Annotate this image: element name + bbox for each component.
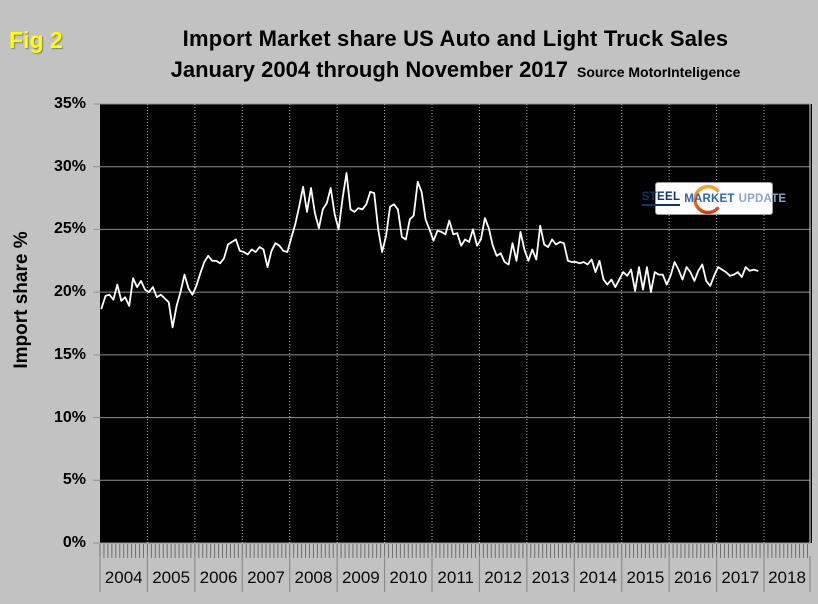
- figure-number-label: Fig 2: [9, 27, 63, 53]
- y-tick-label-30: 30%: [53, 157, 86, 175]
- x-year-label-2016: 2016: [673, 568, 712, 587]
- y-tick-label-20: 20%: [53, 283, 86, 301]
- y-tick-label-5: 5%: [62, 471, 86, 489]
- logo-crescent-icon: [693, 184, 723, 215]
- x-year-label-2013: 2013: [531, 568, 570, 587]
- steel-market-update-logo: STEEL MARKET UPDATE: [641, 182, 786, 215]
- logo-text: STEEL MARKET UPDATE: [641, 183, 786, 214]
- y-tick-label-25: 25%: [53, 220, 86, 238]
- data-line-import-share: [100, 172, 759, 329]
- y-tick-label-10: 10%: [53, 408, 86, 426]
- y-tick-label-0: 0%: [62, 534, 86, 551]
- x-year-label-2007: 2007: [247, 568, 285, 587]
- logo-word-update: UPDATE: [738, 192, 787, 205]
- logo-word-market: MARKET: [684, 192, 735, 205]
- logo-word-steel: STEEL: [641, 191, 681, 206]
- x-year-label-2009: 2009: [341, 568, 380, 587]
- x-year-label-2010: 2010: [389, 568, 428, 587]
- chart-title: Import Market share US Auto and Light Tr…: [182, 26, 729, 51]
- x-year-label-2012: 2012: [484, 568, 523, 587]
- x-year-label-2008: 2008: [294, 568, 333, 587]
- y-tick-label-35: 35%: [53, 95, 86, 112]
- y-tick-label-15: 15%: [53, 345, 86, 363]
- plot-background: [100, 104, 812, 543]
- x-year-label-2004: 2004: [104, 568, 143, 587]
- x-year-label-2018: 2018: [768, 568, 806, 587]
- x-year-label-2005: 2005: [152, 568, 191, 587]
- chart-subtitle-text: January 2004 through November 2017: [170, 57, 569, 82]
- x-year-label-2006: 2006: [199, 568, 238, 587]
- chart-source-label: Source MotorInteligence: [577, 64, 741, 80]
- x-year-label-2014: 2014: [579, 568, 617, 587]
- x-year-label-2015: 2015: [626, 568, 665, 587]
- x-year-label-2017: 2017: [721, 568, 760, 587]
- chart-subtitle: January 2004 through November 2017 Source…: [95, 57, 816, 83]
- x-year-label-2011: 2011: [437, 568, 474, 587]
